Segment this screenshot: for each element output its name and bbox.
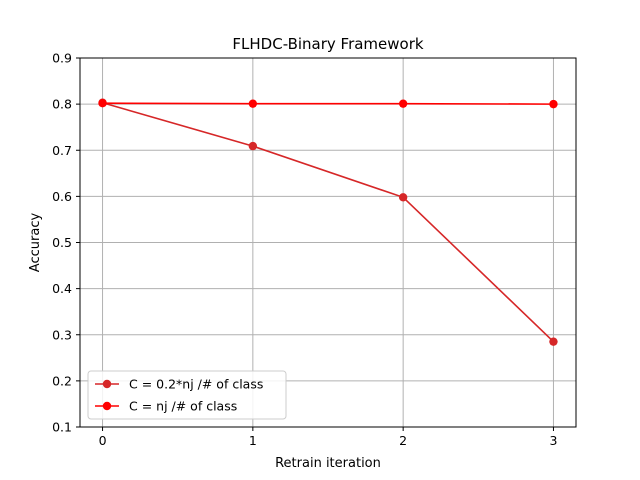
- legend-marker-2: [102, 401, 112, 411]
- y-tick-label: 0.8: [52, 97, 72, 112]
- x-axis-label: Retrain iteration: [275, 456, 381, 471]
- legend-box: [87, 370, 287, 420]
- x-tick-label: 2: [399, 433, 407, 448]
- y-tick-label: 0.5: [52, 235, 72, 250]
- x-tick-label: 0: [99, 433, 107, 448]
- legend: C = 0.2*nj /# of class C = nj /# of class: [87, 370, 287, 420]
- x-tick-label: 1: [249, 433, 257, 448]
- series-line-1: [102, 101, 555, 343]
- legend-label-1: C = 0.2*nj /# of class: [129, 377, 263, 392]
- series-layer: [98, 98, 558, 346]
- series-2-point: [549, 99, 558, 109]
- series-1-point: [549, 337, 558, 346]
- series-line-2: [102, 102, 554, 105]
- y-tick-label: 0.7: [52, 143, 72, 158]
- grid: [80, 57, 576, 428]
- y-tick-label: 0.6: [52, 189, 72, 204]
- y-tick-label: 0.1: [52, 420, 72, 435]
- ticks: 0 1 2 3 0.1 0.2 0.3 0.4 0.5 0.6 0.7 0.8 0.9: [52, 51, 557, 449]
- series-2-point: [398, 99, 408, 108]
- series-1-point: [248, 141, 258, 151]
- series-2-point: [248, 99, 258, 108]
- y-tick-label: 0.3: [52, 327, 72, 342]
- series-2-point: [98, 99, 107, 108]
- x-tick-label: 3: [549, 433, 557, 448]
- y-axis-label: Accuracy: [28, 213, 43, 273]
- y-tick-label: 0.9: [52, 51, 72, 66]
- legend-marker-1: [102, 379, 112, 389]
- y-tick-label: 0.2: [52, 373, 72, 388]
- y-tick-label: 0.4: [52, 281, 72, 296]
- series-1-point: [398, 193, 408, 202]
- legend-label-2: C = nj /# of class: [129, 399, 237, 414]
- chart-title: FLHDC-Binary Framework: [232, 35, 423, 53]
